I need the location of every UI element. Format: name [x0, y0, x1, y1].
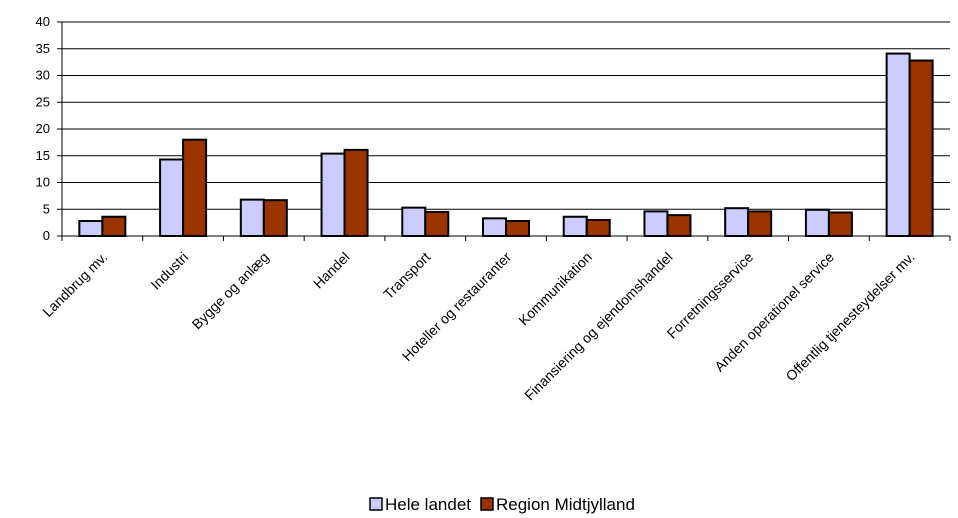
bar-region-midtjylland — [908, 59, 934, 237]
bar-hele-landet — [562, 215, 588, 238]
bar-hele-landet — [78, 220, 104, 238]
bar-region-midtjylland — [585, 218, 611, 237]
legend: Hele landet Region Midtjylland — [369, 495, 635, 514]
y-tick-label: 10 — [36, 175, 50, 190]
bar-hele-landet — [724, 207, 750, 237]
category-label: Handel — [310, 249, 353, 292]
bar-region-midtjylland — [827, 211, 853, 238]
gridlines — [62, 21, 950, 210]
category-label: Bygge og anlæg — [189, 249, 272, 332]
bar-hele-landet — [320, 152, 346, 237]
y-axis-ticks: 0 5 10 15 20 25 30 35 40 — [36, 14, 63, 243]
category-label: Landbrug mv. — [39, 249, 110, 320]
category-label: Kommunikation — [515, 249, 595, 329]
bar-hele-landet — [482, 217, 507, 238]
bar-hele-landet — [804, 208, 830, 238]
bar-region-midtjylland — [262, 199, 288, 237]
bar-region-midtjylland — [182, 138, 208, 237]
bar-region-midtjylland — [343, 148, 369, 238]
legend-swatch — [369, 497, 383, 511]
bar-region-midtjylland — [424, 210, 450, 238]
bar-region-midtjylland — [666, 214, 692, 237]
legend-label: Hele landet — [385, 495, 471, 514]
legend-swatch — [480, 497, 494, 511]
y-tick-label: 35 — [36, 41, 50, 56]
bar-region-midtjylland — [505, 220, 530, 238]
bars — [78, 52, 934, 238]
bar-hele-landet — [643, 210, 669, 237]
y-tick-label: 20 — [36, 121, 50, 136]
y-tick-label: 30 — [36, 68, 50, 83]
bar-hele-landet — [239, 198, 265, 237]
bar-hele-landet — [159, 158, 185, 237]
bar-hele-landet — [885, 52, 911, 237]
y-tick-label: 0 — [43, 228, 50, 243]
bar-hele-landet — [401, 206, 427, 238]
y-tick-label: 15 — [36, 148, 50, 163]
legend-label: Region Midtjylland — [496, 495, 635, 514]
bar-region-midtjylland — [101, 215, 127, 238]
y-tick-label: 5 — [43, 201, 50, 216]
bar-region-midtjylland — [747, 210, 773, 237]
y-tick-label: 25 — [36, 94, 50, 109]
category-label: Forretningsservice — [664, 249, 757, 342]
category-label: Finansiering og ejendomshandel — [521, 249, 675, 403]
category-label: Offentlig tjenesteydelser mv. — [782, 249, 917, 384]
x-axis-ticks — [61, 236, 951, 241]
category-label: Industri — [147, 249, 191, 293]
y-tick-label: 40 — [36, 14, 50, 29]
category-label: Transport — [380, 249, 433, 302]
